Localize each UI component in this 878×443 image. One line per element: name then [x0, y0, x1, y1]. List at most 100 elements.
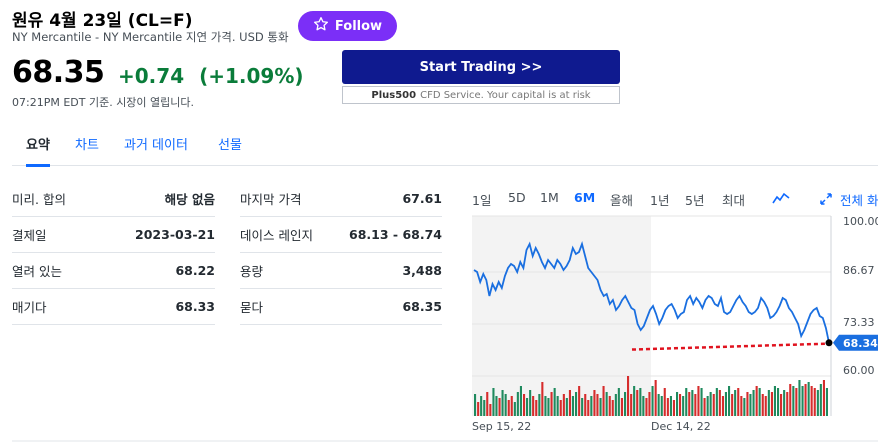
stat-value: 67.61: [402, 191, 442, 206]
volume-bar: [547, 398, 550, 416]
price-change: +0.74 (+1.09%): [118, 64, 304, 88]
volume-bar: [538, 394, 541, 416]
volume-bar: [516, 392, 519, 416]
volume-bar: [510, 396, 513, 416]
price-series-line: [473, 241, 830, 343]
volume-bar: [761, 394, 764, 416]
current-value-label: 68.34: [843, 337, 878, 350]
price-change-percent: (+1.09%): [199, 64, 304, 88]
volume-bar: [703, 398, 706, 416]
range-ytd[interactable]: 올해: [610, 193, 634, 208]
volume-bar: [645, 398, 648, 416]
volume-bar: [764, 396, 767, 416]
stat-row: 결제일 2023-03-21: [12, 217, 215, 253]
volume-bar: [786, 392, 789, 416]
volume-bar: [822, 380, 825, 416]
volume-bar: [819, 384, 822, 416]
volume-bar: [783, 390, 786, 416]
volume-bar: [480, 396, 483, 416]
volume-bar: [474, 394, 477, 416]
volume-bar: [590, 396, 593, 416]
volume-bar: [498, 398, 501, 416]
volume-bar: [718, 390, 721, 416]
volume-bar: [746, 392, 749, 416]
range-5y[interactable]: 5년: [685, 193, 705, 208]
stat-row: 용량 3,488: [240, 253, 442, 289]
x-tick-label: Dec 14, 22: [651, 420, 711, 433]
volume-bar: [492, 388, 495, 416]
volume-bar: [807, 382, 810, 416]
volume-bar: [477, 402, 480, 416]
volume-bar: [721, 396, 724, 416]
stat-label: 열려 있는: [12, 264, 62, 279]
volume-bar: [529, 390, 532, 416]
start-trading-button[interactable]: Start Trading >>: [342, 50, 620, 84]
volume-bar: [535, 400, 538, 416]
range-6m[interactable]: 6M: [574, 190, 596, 205]
volume-bar: [562, 394, 565, 416]
quote-tabs: 요약 차트 과거 데이터 선물: [12, 128, 878, 167]
tab-historical-data[interactable]: 과거 데이터: [124, 138, 188, 153]
tab-chart[interactable]: 차트: [75, 138, 99, 153]
stat-value: 68.22: [175, 263, 215, 278]
follow-button[interactable]: Follow: [298, 11, 397, 41]
volume-bar: [651, 386, 654, 416]
stat-value: 2023-03-21: [135, 227, 215, 242]
volume-bar: [715, 388, 718, 416]
line-chart-icon[interactable]: [772, 191, 790, 208]
range-max[interactable]: 최대: [722, 193, 746, 208]
stat-value: 3,488: [402, 263, 442, 278]
volume-bar: [795, 388, 798, 416]
volume-bar: [495, 396, 498, 416]
volume-bar: [630, 394, 633, 416]
volume-bar: [731, 394, 734, 416]
volume-bar: [611, 400, 614, 416]
volume-bar: [642, 396, 645, 416]
volume-bar: [669, 396, 672, 416]
range-1y[interactable]: 1년: [650, 193, 670, 208]
volume-bar: [685, 388, 688, 416]
volume-bar: [556, 396, 559, 416]
stat-value: 68.13 - 68.74: [349, 227, 442, 242]
volume-bar: [777, 388, 780, 416]
current-price: 68.35: [12, 55, 105, 90]
volume-bar: [749, 394, 752, 416]
volume-bar: [767, 390, 770, 416]
stat-value: 해당 없음: [164, 192, 215, 207]
cfd-disclaimer[interactable]: Plus500 CFD Service. Your capital is at …: [342, 86, 620, 104]
stat-value: 68.35: [402, 299, 442, 314]
tab-futures[interactable]: 선물: [218, 138, 242, 153]
volume-bar: [801, 386, 804, 416]
volume-bar: [486, 392, 489, 416]
volume-bar: [694, 394, 697, 416]
volume-bar: [740, 396, 743, 416]
volume-bar: [578, 386, 581, 416]
stat-row: 데이스 레인지 68.13 - 68.74: [240, 217, 442, 253]
volume-bar: [755, 386, 758, 416]
volume-bar: [614, 394, 617, 416]
tab-summary[interactable]: 요약: [26, 134, 50, 167]
volume-bar: [575, 392, 578, 416]
volume-bar: [639, 388, 642, 416]
volume-bar: [743, 398, 746, 416]
volume-bar: [617, 388, 620, 416]
stat-label: 용량: [240, 264, 264, 279]
fullscreen-button[interactable]: 전체 화: [820, 190, 878, 209]
volume-bar: [810, 386, 813, 416]
stat-row: 매기다 68.33: [12, 289, 215, 325]
volume-bar: [758, 388, 761, 416]
range-1m[interactable]: 1M: [540, 190, 559, 205]
volume-bar: [816, 390, 819, 416]
volume-bar: [712, 394, 715, 416]
range-5d[interactable]: 5D: [508, 190, 526, 205]
market-time-note: 07:21PM EDT 기준. 시장이 열립니다.: [12, 96, 195, 109]
volume-bar: [770, 392, 773, 416]
previous-close-line: [631, 342, 832, 351]
range-1d[interactable]: 1일: [472, 193, 492, 208]
volume-bar: [602, 386, 605, 416]
volume-bar: [798, 380, 801, 416]
volume-bar: [773, 386, 776, 416]
volume-bar: [584, 394, 587, 416]
stat-row: 마지막 가격 67.61: [240, 181, 442, 217]
